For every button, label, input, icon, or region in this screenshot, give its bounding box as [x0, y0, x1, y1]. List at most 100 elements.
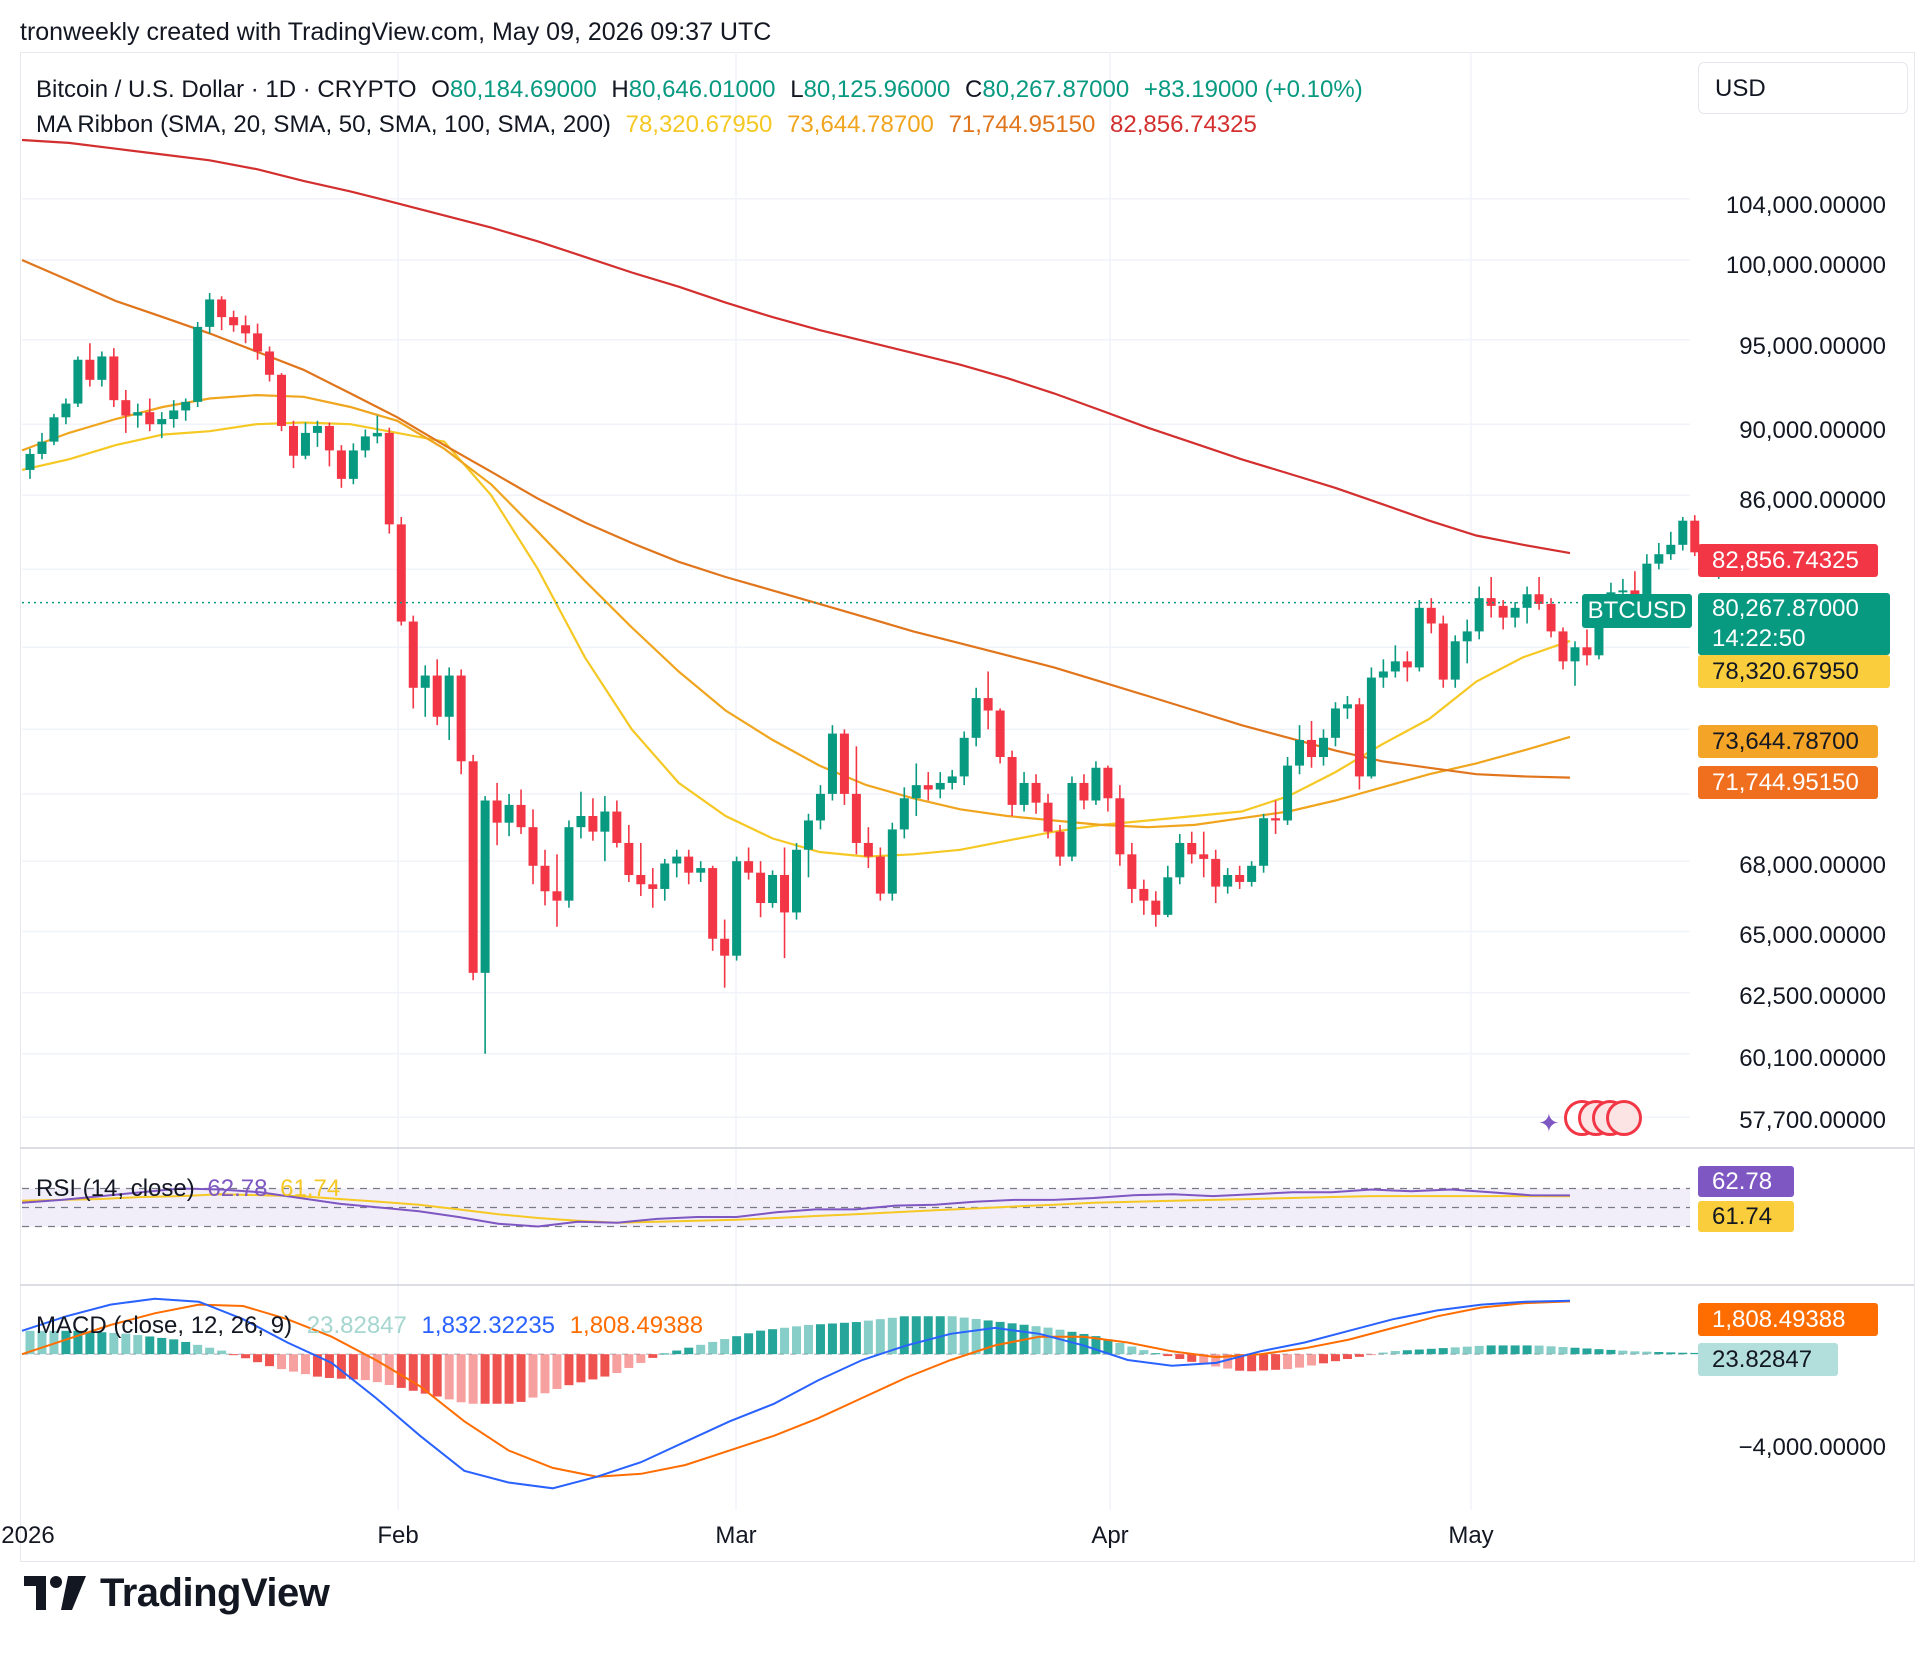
- macd-histogram-bar: [1414, 1349, 1424, 1355]
- macd-legend: MACD (close, 12, 26, 9) 23.82847 1,832.3…: [36, 1312, 703, 1340]
- candle-body: [1642, 563, 1652, 597]
- macd-histogram-bar: [372, 1354, 382, 1383]
- macd-histogram-bar: [792, 1326, 802, 1355]
- chart-canvas[interactable]: [0, 0, 1926, 1562]
- candle-body: [504, 804, 514, 823]
- macd-histogram-bar: [121, 1333, 131, 1355]
- candle-body: [444, 675, 454, 717]
- candle-body: [1630, 590, 1640, 597]
- macd-signal-price-label: 1,808.49388: [1698, 1303, 1878, 1336]
- candle-body: [420, 675, 430, 688]
- candle-body: [37, 441, 47, 454]
- macd-histogram-bar: [504, 1354, 514, 1404]
- candle-body: [229, 317, 239, 326]
- macd-histogram-bar: [145, 1336, 155, 1355]
- macd-histogram-bar: [516, 1354, 526, 1402]
- ma100-value: 71,744.95150: [948, 111, 1096, 138]
- candle-body: [1067, 782, 1077, 857]
- macd-histogram-bar: [444, 1354, 454, 1400]
- candle-body: [1378, 671, 1388, 678]
- macd-histogram-bar: [1103, 1339, 1113, 1355]
- candle-body: [744, 861, 754, 873]
- macd-histogram-bar: [1450, 1347, 1460, 1355]
- candle-body: [492, 800, 502, 823]
- sma50-price-label: 73,644.78700: [1698, 725, 1878, 758]
- close-value: 80,267.87000: [982, 76, 1130, 103]
- candle-body: [1103, 767, 1113, 799]
- ma-legend: MA Ribbon (SMA, 20, SMA, 50, SMA, 100, S…: [36, 111, 1257, 139]
- candle-body: [803, 820, 813, 850]
- macd-line: [21, 1297, 1571, 1490]
- macd-histogram-bar: [85, 1331, 95, 1355]
- macd-histogram-bar: [1295, 1354, 1305, 1368]
- candle-body: [911, 785, 921, 799]
- rsi-price-label: 62.78: [1698, 1166, 1794, 1197]
- currency-selector[interactable]: USD: [1698, 62, 1908, 114]
- macd-title[interactable]: MACD (close, 12, 26, 9): [36, 1312, 293, 1339]
- macd-histogram-bar: [492, 1354, 502, 1404]
- last-price-value: 80,267.87000: [1712, 595, 1859, 622]
- candle-body: [1426, 607, 1436, 624]
- y-axis-label: 104,000.00000: [1725, 192, 1886, 219]
- candle-body: [720, 938, 730, 956]
- candle-body: [516, 804, 526, 828]
- ma20-value: 78,320.67950: [625, 111, 773, 138]
- candle-body: [73, 359, 83, 404]
- candle-body: [851, 793, 861, 843]
- macd-histogram-bar: [780, 1327, 790, 1355]
- macd-histogram-bar: [983, 1320, 993, 1355]
- macd-histogram-bar: [839, 1322, 849, 1355]
- symbol-name[interactable]: Bitcoin / U.S. Dollar · 1D · CRYPTO: [36, 76, 417, 103]
- macd-histogram-bar: [181, 1341, 191, 1355]
- macd-histogram-bar: [468, 1354, 478, 1404]
- macd-histogram-bar: [1271, 1354, 1281, 1370]
- macd-histogram-bar: [1690, 1352, 1700, 1355]
- candle-body: [684, 856, 694, 873]
- macd-histogram-bar: [1570, 1347, 1580, 1355]
- macd-histogram-bar: [815, 1324, 825, 1355]
- candle-body: [672, 856, 682, 864]
- rsi-title[interactable]: RSI (14, close): [36, 1175, 195, 1202]
- macd-histogram-bar: [1390, 1350, 1400, 1355]
- candle-body: [97, 356, 107, 380]
- macd-histogram-bar: [768, 1329, 778, 1355]
- macd-histogram-bar: [193, 1344, 203, 1355]
- candle-body: [636, 875, 646, 885]
- tradingview-logo-icon: [24, 1576, 86, 1610]
- candle-body: [1307, 739, 1317, 757]
- candle-body: [61, 403, 71, 418]
- ma-title[interactable]: MA Ribbon (SMA, 20, SMA, 50, SMA, 100, S…: [36, 111, 611, 138]
- us-flag-icon[interactable]: [1605, 1100, 1642, 1136]
- macd-histogram-bar: [1630, 1351, 1640, 1355]
- candle-body: [1534, 594, 1544, 604]
- candle-body: [121, 400, 131, 416]
- macd-histogram-bar: [887, 1317, 897, 1355]
- macd-histogram-bar: [217, 1350, 227, 1355]
- macd-histogram-bar: [97, 1332, 107, 1355]
- candle-body: [1570, 647, 1580, 662]
- high-value: 80,646.01000: [628, 76, 776, 103]
- macd-histogram-bar: [336, 1354, 346, 1379]
- macd-histogram-bar: [1498, 1345, 1508, 1355]
- candle-body: [1354, 704, 1364, 777]
- macd-histogram-bar: [756, 1330, 766, 1355]
- candle-body: [480, 800, 490, 973]
- candle-body: [1091, 767, 1101, 801]
- y-axis-label: 100,000.00000: [1725, 252, 1886, 279]
- candle-body: [265, 351, 275, 375]
- candle-body: [49, 417, 59, 442]
- macd-histogram-bar: [1091, 1336, 1101, 1355]
- macd-histogram-bar: [827, 1323, 837, 1355]
- macd-histogram-bar: [1426, 1348, 1436, 1355]
- candle-body: [408, 621, 418, 688]
- attribution: tronweekly created with TradingView.com,…: [20, 18, 772, 46]
- candle-body: [1259, 818, 1269, 866]
- event-markers[interactable]: ✦: [1538, 1100, 1642, 1140]
- macd-histogram-bar: [995, 1321, 1005, 1355]
- macd-histogram-bar: [1031, 1326, 1041, 1355]
- candle-body: [756, 872, 766, 904]
- macd-histogram-bar: [1654, 1352, 1664, 1355]
- candle-body: [336, 450, 346, 479]
- y-axis-label: 62,500.00000: [1739, 983, 1886, 1010]
- candle-body: [384, 432, 394, 525]
